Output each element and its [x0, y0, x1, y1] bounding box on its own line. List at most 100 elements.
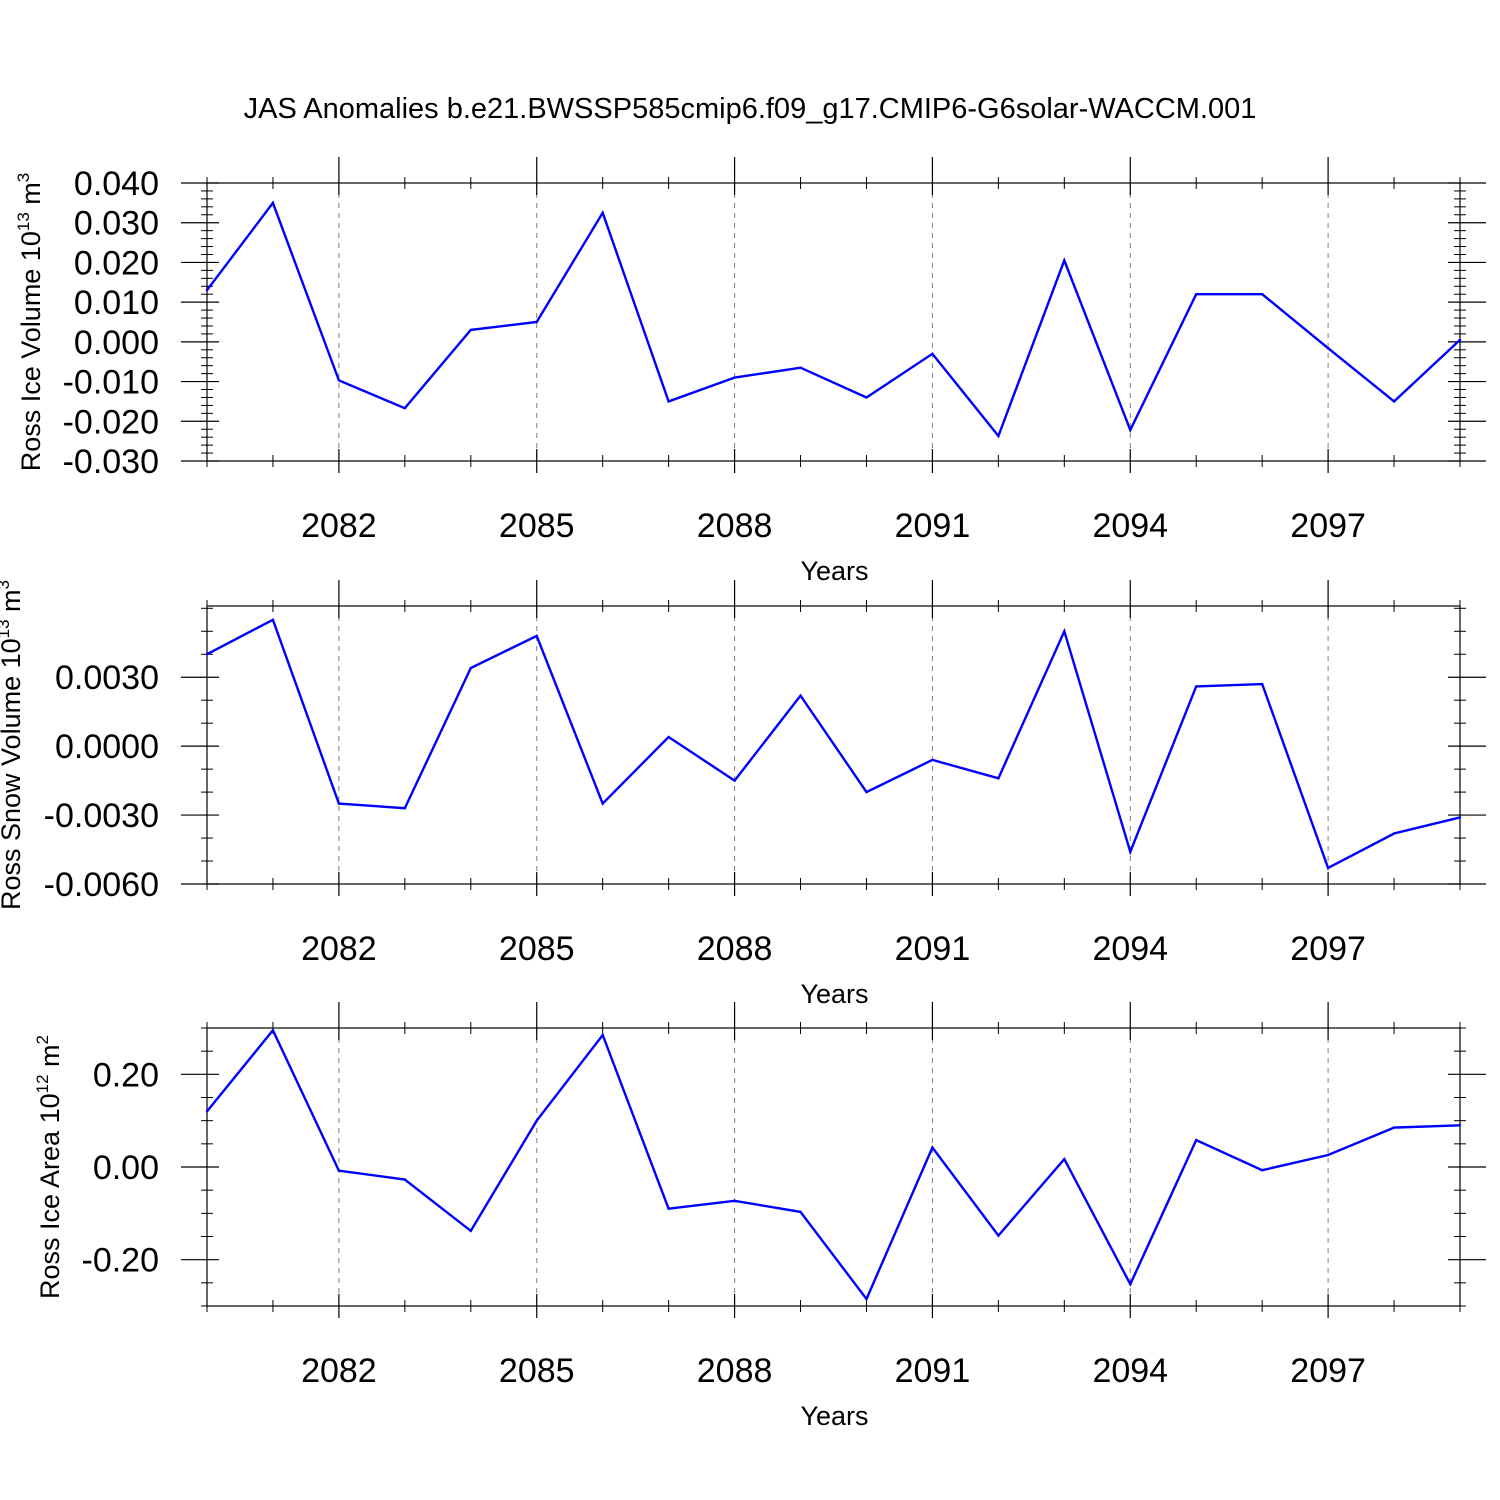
panel1-data-point-1	[271, 201, 275, 205]
chart-panel-3: -0.20 0.00 0.20 2082 2085 2088 2091 2094 2097 Yea…	[33, 1002, 1486, 1431]
panel3-data-point-7	[667, 1207, 670, 1210]
panel3-data-point-2	[337, 1169, 341, 1172]
panel2-xtick-label-4: 2094	[1092, 930, 1168, 968]
panel2-data-point-6	[601, 802, 604, 805]
panel3-data-point-8	[733, 1199, 736, 1203]
panel3-xtick-label-4: 2094	[1092, 1352, 1168, 1390]
panel2-data-point-4	[469, 666, 472, 670]
panel3-ylabel-exponent: 12	[33, 1074, 52, 1093]
figure-title: JAS Anomalies b.e21.BWSSP585cmip6.f09_g1…	[244, 93, 1257, 125]
panel3-x-axis-label: Years	[800, 1401, 868, 1431]
panel3-data-point-12	[997, 1234, 1000, 1237]
panel1-xtick-label-2: 2088	[697, 507, 773, 545]
panel2-xtick-label-5: 2097	[1290, 930, 1366, 968]
panel3-data-point-1	[271, 1029, 275, 1032]
panel2-series-line-0	[206, 618, 1461, 870]
panel2-data-point-2	[337, 802, 341, 805]
panel3-y-axis-label: Ross Ice Area 1012 m2	[33, 1035, 65, 1299]
panel1-x-axis-label: Years	[800, 556, 868, 586]
panel1-ylabel-unit-exponent: 3	[14, 173, 33, 182]
panel2-data-point-5	[535, 634, 538, 638]
chart-panel-2: -0.0060 -0.0030 0.0000 0.0030 2082 2085 2088 20…	[0, 580, 1486, 1009]
panel2-data-point-19	[1458, 816, 1462, 819]
panel2-x-axis-label: Years	[800, 979, 868, 1009]
panel2-xtick-label-2: 2088	[697, 930, 773, 968]
panel3-ylabel-unit: m	[35, 1044, 65, 1074]
panel3-data-point-6	[601, 1033, 604, 1037]
panel2-ylabel-exponent: 13	[0, 619, 13, 638]
panel2-ylabel-unit: m	[0, 589, 26, 619]
panel1-data-point-8	[733, 376, 736, 379]
panel3-data-point-3	[403, 1178, 407, 1181]
panel3-series-line-0	[206, 1028, 1461, 1302]
panel1-data-point-18	[1392, 400, 1396, 403]
panel1-ytick-label-1: -0.020	[63, 403, 159, 441]
panel1-xtick-label-3: 2091	[895, 507, 971, 545]
panel3-data-point-10	[865, 1297, 868, 1301]
panel1-ylabel-unit: m	[16, 182, 46, 212]
panel3-data-point-0	[205, 1110, 209, 1113]
panel3-ytick-label-2: 0.20	[93, 1056, 159, 1094]
panel1-data-point-7	[667, 400, 670, 403]
panel2-data-point-8	[733, 779, 736, 782]
panel3-data-point-15	[1195, 1138, 1198, 1142]
panel2-data-point-15	[1195, 685, 1198, 688]
panel3-ytick-label-0: -0.20	[82, 1242, 160, 1280]
panel3-ylabel-text: Ross Ice Area 10	[35, 1093, 65, 1299]
panel2-data-point-3	[403, 806, 407, 810]
panel1-ytick-label-4: 0.010	[74, 284, 159, 322]
panel2-ytick-label-1: -0.0030	[44, 797, 159, 835]
panel1-ylabel-exponent: 13	[14, 212, 33, 231]
panel1-xtick-label-0: 2082	[301, 507, 377, 545]
panel2-data-point-18	[1392, 832, 1396, 835]
panel1-data-point-12	[997, 434, 1000, 438]
panel1-data-point-3	[403, 406, 407, 410]
panel3-ytick-label-1: 0.00	[93, 1149, 159, 1187]
panel1-xtick-label-4: 2094	[1092, 507, 1168, 545]
panel3-xtick-label-3: 2091	[895, 1352, 971, 1390]
panel1-ytick-label-3: 0.000	[74, 324, 159, 362]
panel1-xtick-label-5: 2097	[1290, 507, 1366, 545]
panel1-y-axis-label: Ross Ice Volume 1013 m3	[14, 173, 46, 472]
panel3-data-point-13	[1063, 1157, 1066, 1161]
panel1-data-point-4	[469, 328, 472, 332]
panel3-data-point-5	[535, 1119, 538, 1122]
panel2-y-axis-label: Ross Snow Volume 1013 m3	[0, 580, 26, 910]
panel3-xtick-label-1: 2085	[499, 1352, 575, 1390]
panel2-data-point-0	[205, 653, 209, 656]
panel1-series-line-0	[206, 200, 1461, 439]
panel1-data-point-0	[205, 289, 209, 292]
panel1-plot-frame	[206, 182, 1461, 462]
panel2-xtick-label-1: 2085	[499, 930, 575, 968]
chart-panel-1: -0.030-0.020-0.0100.0000.0100.0200.0300.…	[14, 157, 1486, 586]
panel2-ylabel-text: Ross Snow Volume 10	[0, 638, 26, 910]
panel1-data-point-15	[1195, 293, 1198, 296]
panel3-ylabel-unit-exponent: 2	[33, 1035, 52, 1044]
panel2-data-point-13	[1063, 630, 1066, 633]
panel2-data-point-9	[799, 694, 802, 697]
panel1-ytick-label-7: 0.040	[74, 165, 159, 203]
panel1-data-point-16	[1260, 293, 1264, 296]
panel1-data-point-9	[799, 366, 802, 369]
panel1-data-point-19	[1458, 338, 1462, 342]
panel1-data-point-13	[1063, 259, 1066, 262]
panel2-data-point-12	[997, 777, 1000, 780]
panel2-data-point-17	[1326, 866, 1330, 870]
panel1-data-point-2	[337, 379, 341, 382]
panel2-data-point-7	[667, 735, 670, 739]
panel1-ytick-label-2: -0.010	[63, 364, 159, 402]
panel2-xtick-label-3: 2091	[895, 930, 971, 968]
panel2-data-point-14	[1129, 850, 1132, 854]
panel3-data-point-16	[1260, 1169, 1264, 1172]
panel2-plot-frame	[206, 605, 1461, 885]
panel1-data-point-17	[1326, 347, 1330, 350]
panel2-data-point-10	[865, 790, 868, 794]
panel3-data-point-11	[931, 1146, 934, 1149]
panel1-ytick-label-6: 0.030	[74, 205, 159, 243]
panel2-xtick-label-0: 2082	[301, 930, 377, 968]
panel3-data-point-9	[799, 1210, 802, 1214]
panel1-data-point-6	[601, 211, 604, 214]
panel2-ytick-label-2: 0.0000	[55, 728, 159, 766]
panel3-data-point-19	[1458, 1124, 1462, 1127]
